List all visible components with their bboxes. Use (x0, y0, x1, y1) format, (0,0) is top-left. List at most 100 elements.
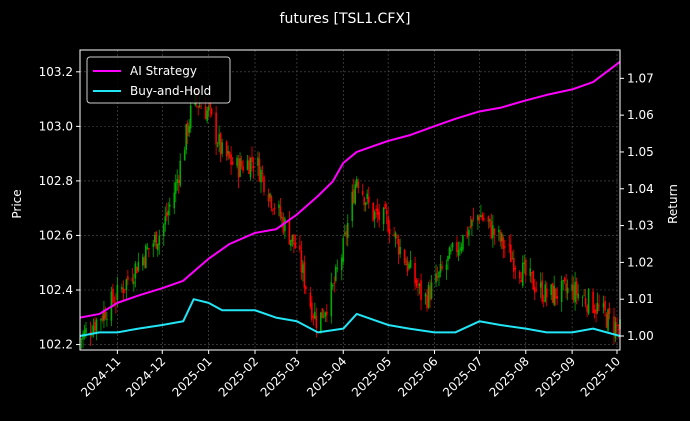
candle-body (520, 279, 523, 283)
y-axis-right: 1.00 1.01 1.02 1.03 1.04 1.05 1.06 1.07 (620, 71, 654, 343)
candle-body (439, 263, 442, 273)
candle-body (210, 108, 213, 115)
candle-body (219, 133, 222, 155)
candle-body (156, 243, 159, 251)
candle-body (596, 303, 599, 312)
chart-title: futures [TSL1.CFX] (280, 11, 411, 27)
candle-body (450, 249, 452, 252)
candle-body (607, 309, 609, 331)
candle-body (604, 301, 606, 311)
candle-body (116, 284, 119, 300)
candle-body (499, 232, 502, 242)
candle-body (173, 192, 176, 209)
candle-body (617, 329, 620, 331)
candle-body (483, 218, 485, 221)
candle-body (490, 221, 493, 239)
candle-body (168, 204, 171, 207)
candle-body (363, 197, 366, 206)
candle-body (384, 203, 386, 209)
candle-body (366, 193, 369, 199)
candle-body (95, 319, 98, 332)
candle-body (533, 287, 536, 293)
candle-body (258, 159, 261, 182)
candle-body (291, 234, 294, 242)
candle-body (302, 264, 304, 273)
candle-body (315, 315, 318, 328)
candle-body (478, 216, 481, 221)
candle-body (595, 309, 597, 315)
candle-body (553, 285, 555, 305)
candle-body (279, 206, 282, 218)
candle-body (409, 259, 412, 268)
y-left-tick-label: 103.2 (39, 65, 73, 79)
candle-body (251, 156, 253, 163)
candle-body (456, 242, 458, 253)
candle-body (504, 246, 506, 248)
candle-body (581, 297, 584, 299)
candle-body (186, 122, 189, 136)
candle-body (231, 161, 234, 165)
candle-body (162, 224, 165, 237)
candle-body (545, 288, 548, 298)
candle-body (577, 293, 579, 299)
candle-body (136, 267, 138, 274)
candle-body (376, 208, 379, 215)
y-axis-right-title: Return (666, 184, 680, 224)
y-right-tick-label: 1.06 (627, 108, 654, 122)
candle-body (367, 196, 370, 203)
candle-body (323, 316, 325, 318)
candle-body (418, 283, 421, 287)
candle-body (198, 105, 201, 107)
candle-body (382, 207, 385, 224)
candle-body (326, 311, 328, 315)
candle-body (550, 284, 552, 295)
candle-body (498, 229, 500, 233)
y-right-tick-label: 1.01 (627, 292, 654, 306)
candle-body (438, 271, 440, 278)
return-lines (79, 60, 621, 337)
legend-box (86, 56, 231, 104)
candle-body (414, 263, 416, 284)
candle-body (122, 287, 125, 294)
candle-body (471, 219, 473, 227)
y-right-tick-label: 1.02 (627, 255, 654, 269)
candle-body (405, 264, 407, 266)
candle-body (267, 194, 270, 202)
candle-body (204, 106, 207, 120)
y-left-tick-label: 102.2 (39, 338, 73, 352)
candle-body (112, 288, 114, 303)
y-right-tick-label: 1.03 (627, 219, 654, 233)
plot-frame (79, 49, 621, 351)
candle-body (562, 280, 564, 282)
candle-body (133, 281, 135, 285)
candle-body (514, 268, 517, 270)
candle-body (101, 315, 104, 321)
candle-body (616, 324, 618, 326)
candle-body (336, 268, 339, 269)
y-right-tick-label: 1.07 (627, 71, 654, 85)
candle-body (294, 242, 297, 248)
candle-body (501, 233, 503, 242)
candle-body (539, 282, 542, 288)
candle-body (424, 294, 427, 297)
candle-body (493, 228, 496, 235)
candle-body (174, 182, 177, 194)
candle-body (373, 211, 376, 220)
candle-body (281, 217, 283, 219)
candle-body (305, 286, 307, 290)
candle-body (227, 151, 229, 155)
y-left-tick-label: 102.4 (39, 283, 73, 297)
candle-body (457, 250, 460, 256)
candle-body (518, 271, 521, 279)
candle-body (394, 232, 397, 239)
candle-body (511, 258, 514, 260)
candle-body (492, 225, 494, 239)
candle-body (436, 275, 439, 278)
candle-body (153, 234, 156, 243)
candle-body (331, 284, 334, 287)
y-axis-left-title: Price (10, 189, 24, 218)
candle-body (142, 256, 144, 266)
candle-body (272, 209, 274, 211)
candle-body (469, 225, 472, 228)
candle-body (100, 319, 102, 321)
